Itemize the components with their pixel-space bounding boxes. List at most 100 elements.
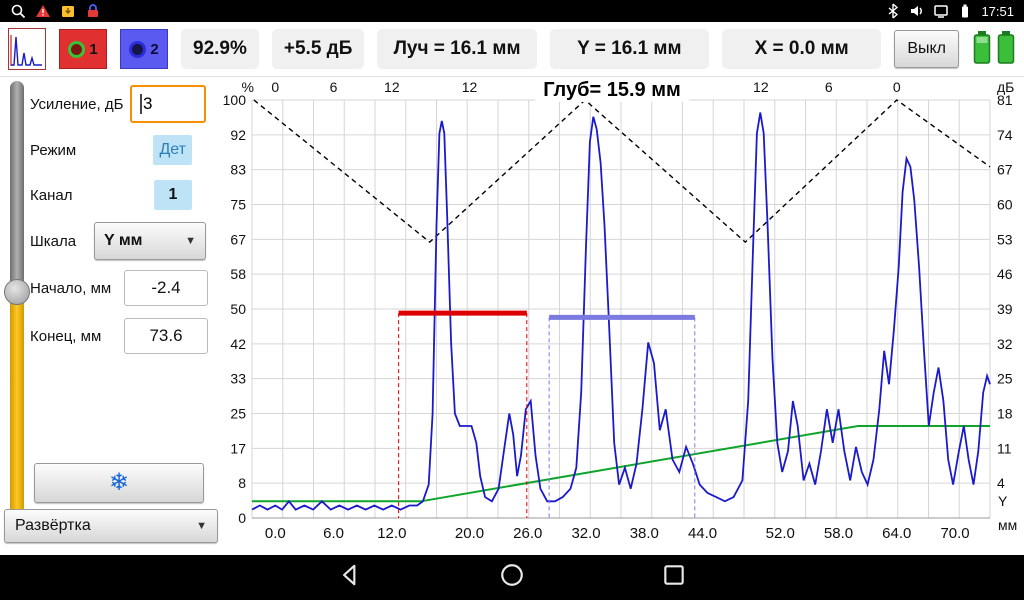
scale-field-label: Шкала	[30, 232, 77, 250]
depth-readout: Глуб= 15.9 мм	[535, 79, 689, 102]
mode-field-label: Режим	[30, 141, 77, 159]
mode-row: Режим Дет	[30, 135, 220, 165]
sweep-dropdown-value: Развёртка	[15, 517, 91, 534]
gain-slider[interactable]	[4, 81, 30, 529]
svg-text:дБ: дБ	[997, 79, 1014, 95]
svg-text:58.0: 58.0	[824, 525, 853, 542]
channel-1-indicator[interactable]: 1	[59, 29, 107, 69]
svg-text:17: 17	[230, 440, 246, 456]
gain-slider-track-lower[interactable]	[10, 289, 24, 529]
y-readout: Y = 16.1 мм	[549, 29, 710, 69]
svg-text:64.0: 64.0	[882, 525, 911, 542]
x-readout: X = 0.0 мм	[722, 29, 882, 69]
amplitude-readout: 92.9%	[181, 29, 259, 69]
clock: 17:51	[981, 3, 1014, 19]
battery-icon	[957, 3, 973, 19]
beam-readout: Луч = 16.1 мм	[377, 29, 537, 69]
svg-text:46: 46	[997, 266, 1013, 282]
svg-text:12: 12	[384, 79, 400, 95]
svg-text:26.0: 26.0	[513, 525, 542, 542]
channel-field-label: Канал	[30, 186, 73, 204]
start-input[interactable]: -2.4	[124, 270, 208, 306]
svg-text:32.0: 32.0	[571, 525, 600, 542]
snowflake-icon: ❄	[108, 469, 130, 496]
back-button[interactable]	[337, 562, 363, 593]
svg-text:6: 6	[330, 79, 338, 95]
svg-text:60: 60	[997, 197, 1013, 213]
device-battery-2-icon	[996, 29, 1016, 70]
sweep-dropdown[interactable]: Развёртка ▼	[4, 509, 218, 543]
svg-text:4: 4	[997, 475, 1005, 491]
status-bar-left	[10, 3, 101, 19]
gain-input-value: 3	[143, 94, 153, 113]
svg-text:75: 75	[230, 197, 246, 213]
download-icon	[60, 3, 76, 19]
chevron-down-icon: ▼	[185, 235, 196, 247]
svg-text:6.0: 6.0	[323, 525, 344, 542]
ascan-plot[interactable]: 1009283756758504233251780817467605346393…	[220, 77, 1024, 555]
svg-text:67: 67	[997, 162, 1013, 178]
channel-value[interactable]: 1	[154, 180, 192, 210]
svg-text:42: 42	[230, 336, 246, 352]
svg-text:25: 25	[997, 371, 1013, 387]
channel-2-indicator[interactable]: 2	[120, 29, 168, 69]
svg-text:12.0: 12.0	[377, 525, 406, 542]
lock-icon	[85, 3, 101, 19]
scale-dropdown-value: Y мм	[104, 232, 143, 249]
home-button[interactable]	[499, 562, 525, 593]
display-icon	[933, 3, 949, 19]
svg-text:11: 11	[997, 440, 1012, 456]
svg-text:20.0: 20.0	[455, 525, 484, 542]
ascan-thumbnail-icon[interactable]	[8, 28, 46, 70]
ascan-chart[interactable]: Глуб= 15.9 мм 100 92 83 75 67 58 50 42 33 25 17 8 0 8…	[220, 77, 1024, 555]
warning-icon	[35, 3, 51, 19]
svg-text:мм: мм	[998, 517, 1017, 533]
svg-text:18: 18	[997, 406, 1013, 422]
gain-slider-thumb[interactable]	[4, 279, 30, 305]
svg-text:12: 12	[462, 79, 478, 95]
channel-1-led-icon	[68, 40, 86, 58]
scale-row: Шкала Y мм ▼	[30, 221, 220, 261]
svg-text:100: 100	[223, 92, 247, 108]
svg-text:50: 50	[230, 301, 246, 317]
svg-text:92: 92	[230, 127, 246, 143]
svg-text:0: 0	[271, 79, 279, 95]
svg-text:44.0: 44.0	[688, 525, 717, 542]
channel-1-label: 1	[89, 40, 98, 58]
end-input[interactable]: 73.6	[124, 318, 208, 354]
navigation-bar	[0, 555, 1024, 600]
svg-text:0: 0	[893, 79, 901, 95]
recents-button[interactable]	[661, 562, 687, 593]
svg-text:6: 6	[825, 79, 833, 95]
power-button[interactable]: Выкл	[894, 30, 960, 68]
svg-text:0.0: 0.0	[265, 525, 286, 542]
settings-panel: Усиление, дБ 3 Режим Дет Канал 1 Шкала Y…	[4, 77, 220, 555]
channel-2-led-icon	[129, 40, 147, 58]
text-caret	[140, 94, 142, 114]
svg-text:39: 39	[997, 301, 1013, 317]
mode-value[interactable]: Дет	[153, 135, 192, 165]
device-battery-1-icon	[972, 29, 992, 70]
bluetooth-icon	[885, 3, 901, 19]
svg-text:67: 67	[230, 231, 246, 247]
svg-text:%: %	[242, 79, 254, 95]
svg-text:33: 33	[230, 371, 246, 387]
svg-text:74: 74	[997, 127, 1013, 143]
gain-slider-track-upper[interactable]	[10, 81, 24, 293]
gain-row: Усиление, дБ 3	[30, 85, 220, 123]
channel-row: Канал 1	[30, 179, 220, 211]
freeze-button[interactable]: ❄	[34, 463, 204, 503]
start-field-label: Начало, мм	[30, 279, 112, 297]
scale-dropdown[interactable]: Y мм ▼	[94, 222, 206, 260]
end-field-label: Конец, мм	[30, 327, 102, 345]
chevron-down-icon: ▼	[196, 520, 207, 532]
gain-input[interactable]: 3	[130, 85, 206, 123]
svg-text:58: 58	[230, 266, 246, 282]
svg-text:12: 12	[753, 79, 769, 95]
battery-indicators	[972, 29, 1016, 70]
volume-icon	[909, 3, 925, 19]
svg-text:8: 8	[238, 475, 246, 491]
gain-field-label: Усиление, дБ	[30, 95, 124, 113]
svg-text:70.0: 70.0	[940, 525, 969, 542]
